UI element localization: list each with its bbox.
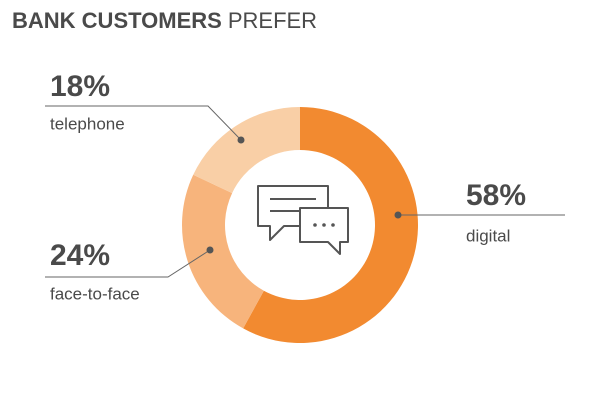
value-label: 18% bbox=[50, 70, 110, 103]
leader-line bbox=[45, 105, 242, 141]
value-label: 58% bbox=[466, 179, 526, 212]
category-label: face-to-face bbox=[50, 284, 140, 303]
title-rest: PREFER bbox=[228, 8, 317, 33]
title-bold: BANK CUSTOMERS bbox=[12, 8, 222, 33]
donut bbox=[182, 107, 418, 343]
category-label: digital bbox=[466, 226, 510, 245]
value-label: 24% bbox=[50, 239, 110, 272]
donut-slice bbox=[243, 107, 418, 343]
leader-line bbox=[45, 249, 211, 278]
category-label: telephone bbox=[50, 114, 125, 133]
donut-slice bbox=[193, 107, 300, 194]
center-icon bbox=[257, 185, 349, 255]
donut-slice bbox=[182, 174, 264, 329]
leader-dot bbox=[206, 246, 214, 254]
leader-dot bbox=[394, 211, 402, 219]
chart-title: BANK CUSTOMERS PREFER bbox=[12, 8, 317, 33]
bubble-front bbox=[299, 207, 349, 255]
icon-dots bbox=[313, 223, 335, 227]
leader-dot bbox=[237, 136, 245, 144]
